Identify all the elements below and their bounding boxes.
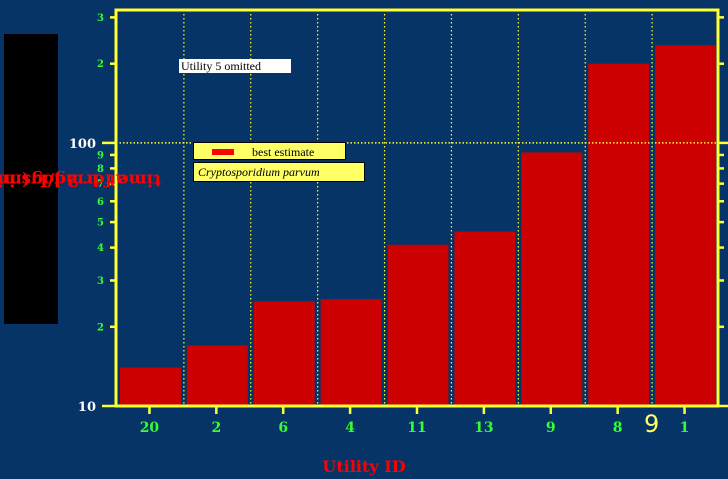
y-tick-label: 3: [97, 13, 104, 24]
y-tick-label: 8: [97, 164, 104, 175]
bar-20: [120, 367, 181, 406]
x-tick-label: 2: [211, 420, 221, 436]
bar-8: [588, 63, 650, 406]
y-tick-label: 9: [97, 150, 104, 161]
omitted-note: Utility 5 omitted: [179, 59, 291, 73]
y-tick-label: 3: [97, 276, 104, 287]
x-tick-label: 13: [474, 420, 493, 436]
y-tick-label: 5: [97, 218, 104, 229]
bar-11: [387, 244, 449, 406]
x-tick-label: 8: [613, 420, 623, 436]
x-tick-label: 4: [345, 420, 355, 436]
x-tick-label: 6: [278, 420, 288, 436]
organism-caption: Cryptosporidium parvum: [193, 162, 365, 182]
y-tick-label: 2: [97, 59, 104, 70]
bar-9: [521, 152, 583, 406]
y-axis-label: time for 2 logs inactivationat 1 mg/L (m…: [0, 34, 160, 324]
legend: best estimate: [193, 142, 346, 160]
stray-glyph: 9: [644, 410, 660, 438]
x-tick-label: 9: [546, 420, 556, 436]
bar-6: [253, 301, 315, 406]
y-tick-label: 10: [78, 400, 96, 415]
x-tick-label: 1: [680, 420, 690, 436]
x-axis-label: Utility ID: [322, 457, 406, 476]
bar-1: [655, 45, 716, 407]
x-tick-label: 11: [407, 420, 426, 436]
bar-2: [186, 345, 248, 406]
legend-label: best estimate: [252, 145, 315, 159]
bar-4: [320, 299, 382, 406]
y-tick-label: 6: [97, 197, 104, 208]
legend-swatch: [212, 149, 234, 155]
y-tick-label: 100: [69, 137, 96, 152]
bar-13: [454, 231, 516, 406]
y-tick-label: 7: [97, 179, 104, 190]
x-tick-label: 20: [140, 420, 160, 436]
y-tick-label: 4: [97, 243, 104, 254]
y-tick-label: 2: [97, 322, 104, 333]
